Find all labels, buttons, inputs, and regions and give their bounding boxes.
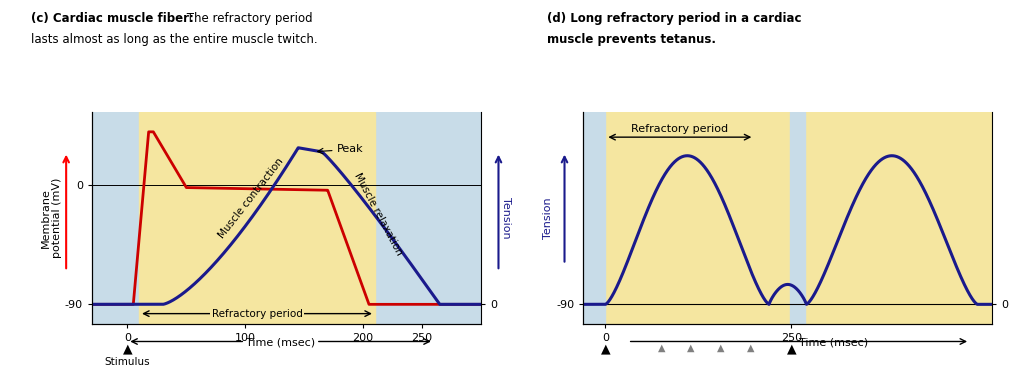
Text: ▲: ▲ <box>747 343 754 353</box>
Text: (d) Long refractory period in a cardiac: (d) Long refractory period in a cardiac <box>547 12 802 25</box>
Text: ▲: ▲ <box>601 343 611 356</box>
Bar <box>583 112 606 324</box>
Text: Time (msec): Time (msec) <box>246 337 315 347</box>
Bar <box>790 112 805 324</box>
Text: ▲: ▲ <box>658 343 665 353</box>
Y-axis label: Membrane
potential (mV): Membrane potential (mV) <box>41 178 62 258</box>
Y-axis label: Tension: Tension <box>500 197 510 239</box>
Text: Muscle contraction: Muscle contraction <box>217 156 285 240</box>
Text: ▲: ▲ <box>123 343 132 356</box>
Text: Refractory period: Refractory period <box>631 125 728 134</box>
Text: Muscle relaxation: Muscle relaxation <box>352 171 404 257</box>
Text: (c) Cardiac muscle fiber:: (c) Cardiac muscle fiber: <box>31 12 193 25</box>
Text: Stimulus: Stimulus <box>104 357 150 367</box>
Text: lasts almost as long as the entire muscle twitch.: lasts almost as long as the entire muscl… <box>31 33 317 46</box>
Text: ▲: ▲ <box>687 343 695 353</box>
Text: ▲: ▲ <box>717 343 724 353</box>
Y-axis label: Tension: Tension <box>543 197 553 239</box>
Text: Peak: Peak <box>338 144 364 154</box>
Text: ▲: ▲ <box>787 343 796 356</box>
Text: Time (msec): Time (msec) <box>799 337 868 347</box>
Text: Refractory period: Refractory period <box>212 309 303 318</box>
Text: The refractory period: The refractory period <box>183 12 313 25</box>
Bar <box>139 112 374 324</box>
Text: muscle prevents tetanus.: muscle prevents tetanus. <box>547 33 716 46</box>
